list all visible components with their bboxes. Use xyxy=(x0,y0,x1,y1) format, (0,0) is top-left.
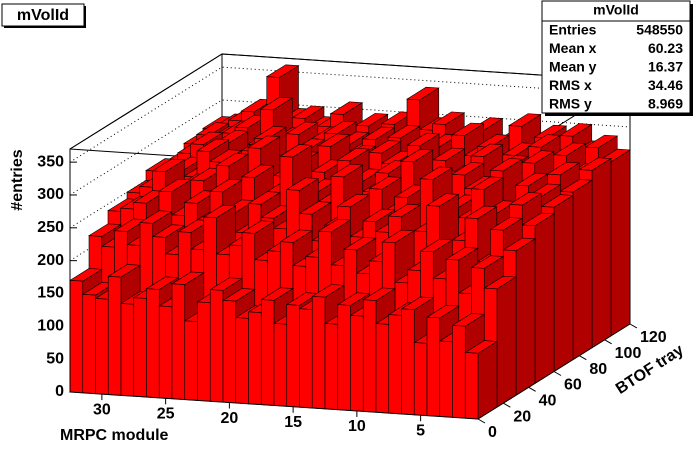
z-tick-label: 200 xyxy=(37,252,64,269)
stats-box: mVolId Entries 548550 Mean x 60.23 Mean y 16.… xyxy=(541,0,693,116)
stats-label: RMS x xyxy=(549,77,592,93)
bar-front xyxy=(197,301,211,402)
bar-side xyxy=(610,149,631,337)
z-tick-label: 100 xyxy=(37,318,64,335)
stats-value: 8.969 xyxy=(648,96,683,112)
bar-front xyxy=(286,304,300,408)
bar-front xyxy=(260,299,275,406)
stats-label: Mean y xyxy=(549,59,597,75)
bar-front xyxy=(171,283,186,400)
plot-area: 0501001502002503003505101520253002040608… xyxy=(9,53,687,444)
bar-front xyxy=(375,323,390,414)
y-tick xyxy=(579,355,587,361)
y-tick xyxy=(477,418,486,424)
y-tick xyxy=(553,371,562,376)
bar-front xyxy=(107,275,122,396)
bar-front xyxy=(324,323,339,411)
y-tick-label: 100 xyxy=(615,345,642,362)
y-tick xyxy=(604,339,612,345)
stats-title: mVolId xyxy=(593,2,639,18)
z-tick-label: 50 xyxy=(46,350,64,367)
stats-value: 16.37 xyxy=(648,59,683,75)
bar-front xyxy=(337,304,351,411)
y-tick-label: 20 xyxy=(513,408,531,425)
x-tick-label: 30 xyxy=(93,401,111,418)
stats-label: Mean x xyxy=(549,40,597,56)
bar-front xyxy=(362,299,377,413)
y-tick-label: 120 xyxy=(640,329,667,346)
bar xyxy=(464,340,498,420)
x-axis xyxy=(69,391,479,420)
bar-front xyxy=(120,303,135,397)
bar-side xyxy=(515,238,536,396)
bar-front xyxy=(235,317,249,405)
z-tick-label: 300 xyxy=(37,186,64,203)
bar-front xyxy=(158,305,173,400)
bar-side xyxy=(553,194,574,373)
bar-front xyxy=(350,315,364,412)
y-tick-label: 0 xyxy=(488,424,497,441)
y-tick xyxy=(528,386,536,392)
stats-value: 60.23 xyxy=(648,40,683,56)
y-tick xyxy=(503,402,511,408)
bar-front xyxy=(388,314,402,415)
x-tick-label: 10 xyxy=(348,418,366,435)
bar-front xyxy=(413,342,428,416)
bar-front xyxy=(311,296,326,410)
bar-front xyxy=(452,325,466,419)
y-tick-label: 40 xyxy=(539,393,557,410)
bar-front xyxy=(439,340,453,418)
bar-front xyxy=(248,311,262,405)
x-tick-label: 5 xyxy=(416,422,425,439)
bar-front xyxy=(273,323,288,407)
x-tick-label: 25 xyxy=(157,406,175,423)
bar-front xyxy=(426,316,441,417)
x-axis-label: MRPC module xyxy=(60,427,169,444)
x-tick-label: 20 xyxy=(220,410,238,427)
bar-front xyxy=(133,297,147,398)
z-tick-label: 250 xyxy=(37,219,64,236)
stats-panel xyxy=(541,0,691,114)
x-tick-label: 15 xyxy=(284,414,302,431)
bar-side xyxy=(534,213,555,384)
z-tick-label: 0 xyxy=(55,383,64,400)
bar-front xyxy=(209,289,224,403)
bar-front xyxy=(184,320,198,401)
stats-label: RMS y xyxy=(549,96,592,112)
z-tick-label: 350 xyxy=(37,153,64,170)
bar-side xyxy=(591,158,612,349)
y-tick-label: 80 xyxy=(589,361,607,378)
bar-front xyxy=(222,300,237,404)
title-box xyxy=(1,3,85,27)
chart-title: mVolId xyxy=(17,7,69,24)
stats-label: Entries xyxy=(549,22,597,38)
bar-front xyxy=(69,280,84,394)
stats-value: 548550 xyxy=(636,22,683,38)
bar-front xyxy=(401,308,415,416)
bar-front xyxy=(95,298,109,395)
bar-front xyxy=(82,294,96,395)
bar-side xyxy=(572,179,593,361)
z-tick-label: 150 xyxy=(37,285,64,302)
y-tick-label: 60 xyxy=(564,377,582,394)
bar-side xyxy=(477,340,498,420)
z-axis-label: #entries xyxy=(9,149,26,210)
bar-front xyxy=(299,308,313,409)
bar-front xyxy=(146,288,160,399)
y-tick xyxy=(629,323,638,329)
bar-side xyxy=(496,276,517,408)
bar-front xyxy=(464,352,479,420)
stats-value: 34.46 xyxy=(648,77,683,93)
